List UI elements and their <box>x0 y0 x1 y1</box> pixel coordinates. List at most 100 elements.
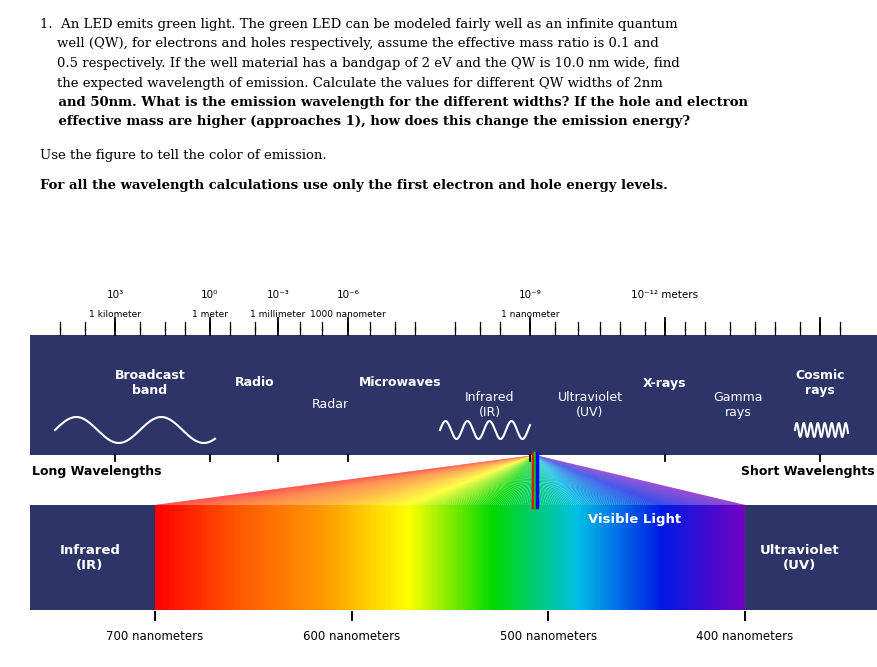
Polygon shape <box>353 455 535 505</box>
Polygon shape <box>220 505 221 610</box>
Polygon shape <box>483 505 484 610</box>
Polygon shape <box>245 505 246 610</box>
Polygon shape <box>535 455 702 505</box>
Polygon shape <box>321 505 323 610</box>
Polygon shape <box>641 505 642 610</box>
Polygon shape <box>738 505 739 610</box>
Polygon shape <box>637 505 638 610</box>
Polygon shape <box>535 455 638 505</box>
Polygon shape <box>667 505 668 610</box>
Polygon shape <box>497 455 535 505</box>
Polygon shape <box>607 505 608 610</box>
Polygon shape <box>553 505 554 610</box>
Polygon shape <box>737 505 738 610</box>
Polygon shape <box>319 505 320 610</box>
Polygon shape <box>348 505 350 610</box>
Polygon shape <box>535 455 553 505</box>
Polygon shape <box>535 455 662 505</box>
Polygon shape <box>688 505 689 610</box>
Polygon shape <box>208 455 535 505</box>
Polygon shape <box>535 455 592 505</box>
Polygon shape <box>514 505 515 610</box>
Polygon shape <box>535 455 646 505</box>
Polygon shape <box>418 455 535 505</box>
Polygon shape <box>189 505 190 610</box>
Polygon shape <box>561 505 562 610</box>
Text: Microwaves: Microwaves <box>359 376 441 390</box>
Polygon shape <box>535 455 621 505</box>
Polygon shape <box>208 505 210 610</box>
Polygon shape <box>548 505 549 610</box>
Polygon shape <box>608 505 610 610</box>
Polygon shape <box>187 455 535 505</box>
Polygon shape <box>535 455 703 505</box>
Polygon shape <box>329 505 330 610</box>
Polygon shape <box>485 455 535 505</box>
Polygon shape <box>491 505 493 610</box>
Polygon shape <box>458 455 535 505</box>
Polygon shape <box>720 505 722 610</box>
Polygon shape <box>515 455 535 505</box>
Polygon shape <box>189 455 535 505</box>
Polygon shape <box>165 505 166 610</box>
Text: 10⁻⁶: 10⁻⁶ <box>337 290 360 300</box>
Polygon shape <box>239 505 240 610</box>
Polygon shape <box>525 505 527 610</box>
Polygon shape <box>283 455 535 505</box>
Polygon shape <box>423 455 535 505</box>
Polygon shape <box>727 505 729 610</box>
Polygon shape <box>535 455 684 505</box>
Polygon shape <box>413 505 415 610</box>
Polygon shape <box>594 505 595 610</box>
Polygon shape <box>580 505 581 610</box>
Polygon shape <box>419 505 420 610</box>
Polygon shape <box>480 455 535 505</box>
Polygon shape <box>350 505 351 610</box>
Polygon shape <box>210 455 535 505</box>
Polygon shape <box>443 505 444 610</box>
Polygon shape <box>314 505 316 610</box>
Polygon shape <box>604 505 606 610</box>
Polygon shape <box>582 505 583 610</box>
Polygon shape <box>567 505 568 610</box>
Polygon shape <box>712 505 713 610</box>
Polygon shape <box>295 505 296 610</box>
Polygon shape <box>743 505 744 610</box>
Polygon shape <box>665 505 666 610</box>
Polygon shape <box>597 505 599 610</box>
Polygon shape <box>715 505 716 610</box>
Polygon shape <box>385 455 535 505</box>
Polygon shape <box>332 505 333 610</box>
Polygon shape <box>190 505 191 610</box>
Polygon shape <box>275 505 276 610</box>
Polygon shape <box>397 455 535 505</box>
Text: 1 millimeter: 1 millimeter <box>250 310 305 319</box>
Polygon shape <box>371 505 372 610</box>
Polygon shape <box>426 505 428 610</box>
Polygon shape <box>391 455 535 505</box>
Polygon shape <box>433 505 435 610</box>
Polygon shape <box>552 505 553 610</box>
Polygon shape <box>505 455 535 505</box>
Polygon shape <box>535 455 725 505</box>
Polygon shape <box>317 505 319 610</box>
Polygon shape <box>338 455 535 505</box>
Polygon shape <box>304 455 535 505</box>
Polygon shape <box>290 455 535 505</box>
Polygon shape <box>285 505 286 610</box>
Polygon shape <box>212 455 535 505</box>
Polygon shape <box>273 505 275 610</box>
Polygon shape <box>412 505 413 610</box>
Polygon shape <box>326 505 327 610</box>
Polygon shape <box>262 505 264 610</box>
Polygon shape <box>210 505 211 610</box>
Polygon shape <box>374 455 535 505</box>
Polygon shape <box>330 455 535 505</box>
Polygon shape <box>695 505 696 610</box>
Polygon shape <box>314 455 535 505</box>
Polygon shape <box>718 505 719 610</box>
Polygon shape <box>644 505 645 610</box>
Polygon shape <box>397 505 398 610</box>
Polygon shape <box>535 455 719 505</box>
Polygon shape <box>155 455 535 505</box>
